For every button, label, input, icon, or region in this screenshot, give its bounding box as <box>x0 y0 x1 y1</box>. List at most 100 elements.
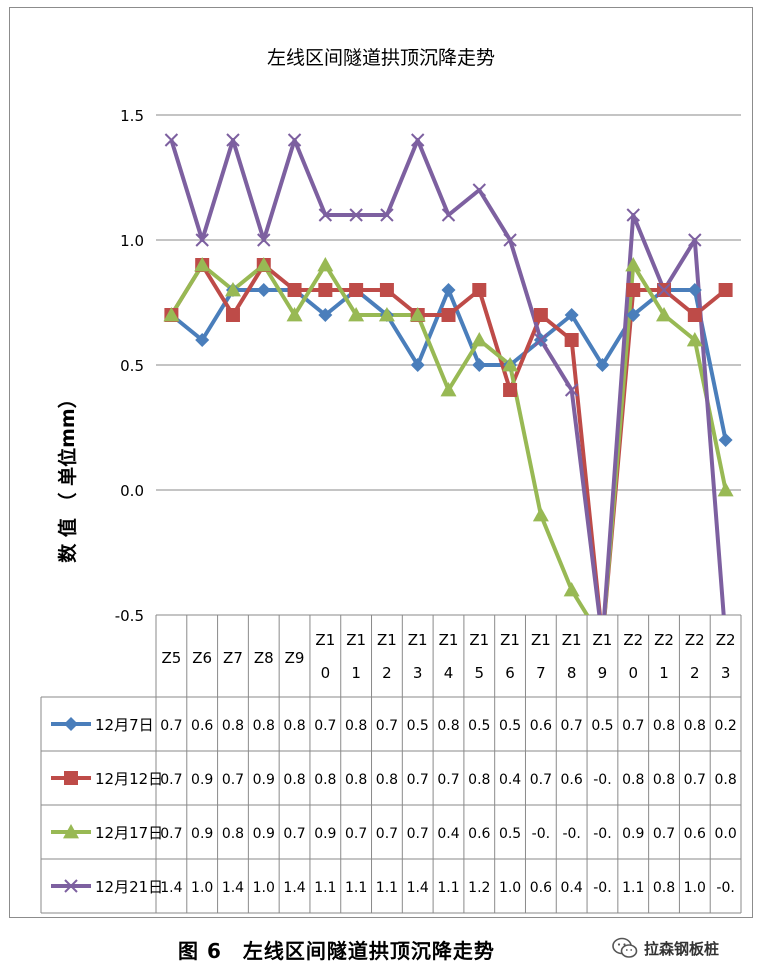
table-cell: 0.4 <box>499 772 521 788</box>
table-cell: 0.7 <box>160 718 182 734</box>
data-point-s0-17 <box>687 283 702 297</box>
watermark: 拉森钢板桩 <box>612 937 719 959</box>
data-point-s3-9 <box>441 208 456 222</box>
x-tick-label: Z9 <box>285 649 305 667</box>
figure-caption: 图 6 左线区间隧道拱顶沉降走势 <box>178 939 495 963</box>
table-cell: 0.5 <box>499 826 521 842</box>
x-tick-label: Z1 <box>346 631 366 649</box>
x-tick-label: Z1 <box>408 631 428 649</box>
data-point-s3-15 <box>626 208 640 222</box>
marker-stroke <box>503 233 517 247</box>
table-cell: 0.8 <box>222 826 244 842</box>
data-point-s2-16 <box>656 307 673 322</box>
x-tick-label: Z2 <box>654 631 674 649</box>
table-cell: 0.7 <box>376 718 398 734</box>
data-point-s3-5 <box>318 208 333 222</box>
data-point-s0-13 <box>564 308 579 322</box>
table-cell: 0.9 <box>314 826 336 842</box>
table-cell: 0.9 <box>253 826 275 842</box>
data-point-s0-14 <box>595 358 610 372</box>
data-point-s2-11 <box>502 357 519 372</box>
table-cell: 0.8 <box>653 880 675 896</box>
table-cell: 1.4 <box>222 880 244 896</box>
x-tick-label: 1 <box>351 664 361 682</box>
x-tick-label: Z8 <box>254 649 274 667</box>
y-tick-label: 0.0 <box>120 482 144 500</box>
table-cell: 0.5 <box>407 718 429 734</box>
chart-svg: 左线区间隧道拱顶沉降走势 数 值 （ 单位mm） 1.5 1.0 0.5 0.0 -0.… <box>40 47 742 914</box>
data-point-s2-12 <box>532 507 549 522</box>
table-cell: 0.7 <box>314 718 336 734</box>
table-cell: 0.9 <box>622 826 644 842</box>
table-cell: 0.7 <box>407 772 429 788</box>
table-cell: 0.9 <box>191 826 213 842</box>
table-cell: 0.5 <box>468 718 490 734</box>
x-tick-label: 3 <box>721 664 731 682</box>
table-cell: 0.5 <box>499 718 521 734</box>
table-cell: 0.7 <box>222 772 244 788</box>
data-point-s2-3 <box>255 257 272 272</box>
table-cell: 0.7 <box>622 718 644 734</box>
table-cell: 0.5 <box>591 718 613 734</box>
x-tick-label: Z1 <box>315 631 335 649</box>
legend-label-1: 12月12日 <box>95 770 163 788</box>
marker-stroke <box>318 208 333 222</box>
wechat-icon <box>612 937 638 958</box>
x-tick-label: 0 <box>321 664 331 682</box>
x-tick-label: Z6 <box>192 649 212 667</box>
x-tick-label: 2 <box>690 664 700 682</box>
y-tick-label: 1.0 <box>120 232 144 250</box>
table-cell: 1.0 <box>684 880 706 896</box>
data-point-s2-15 <box>625 257 642 272</box>
legend-marker-1 <box>64 771 78 785</box>
table-cell: -0. <box>716 880 734 896</box>
marker-stroke <box>349 208 363 222</box>
data-point-s1-18 <box>718 283 733 297</box>
table-cell: 0.8 <box>468 772 490 788</box>
table-cell: 0.0 <box>714 826 736 842</box>
table-cell: 0.8 <box>222 718 244 734</box>
y-axis-label-group: 数 值 （ 单位mm） <box>56 389 79 562</box>
table-cell: 1.1 <box>622 880 644 896</box>
x-tick-label: 7 <box>536 664 546 682</box>
marker-stroke <box>564 383 579 397</box>
marker-stroke <box>657 283 671 297</box>
data-point-s3-11 <box>503 233 517 247</box>
data-point-s1-6 <box>349 283 364 297</box>
data-point-s3-16 <box>657 283 671 297</box>
table-cell: 1.0 <box>499 880 521 896</box>
marker-stroke <box>380 208 394 222</box>
data-point-s3-8 <box>411 133 425 147</box>
x-tick-label: 1 <box>659 664 669 682</box>
data-point-s0-15 <box>626 308 641 322</box>
x-tick-label: Z1 <box>593 631 613 649</box>
table-cell: 1.0 <box>253 880 275 896</box>
x-tick-label: Z2 <box>685 631 705 649</box>
table-cell: -0. <box>593 772 611 788</box>
legend-marker-3 <box>64 879 78 893</box>
marker-stroke <box>164 133 179 147</box>
x-tick-label: Z2 <box>623 631 643 649</box>
data-point-s2-10 <box>471 332 488 347</box>
marker-stroke <box>226 133 240 147</box>
marker-stroke <box>64 879 78 893</box>
data-point-s3-7 <box>380 208 394 222</box>
marker-stroke <box>534 333 548 347</box>
data-point-s3-12 <box>534 333 548 347</box>
data-point-s1-15 <box>626 283 641 297</box>
x-tick-label: Z1 <box>531 631 551 649</box>
table-cell: 0.8 <box>684 718 706 734</box>
data-point-s0-9 <box>441 283 456 297</box>
marker-stroke <box>688 233 702 247</box>
data-point-s3-0 <box>164 133 179 147</box>
table-cell: 0.7 <box>160 826 182 842</box>
chart-frame: 左线区间隧道拱顶沉降走势 数 值 （ 单位mm） 1.5 1.0 0.5 0.0 -0.… <box>9 7 753 918</box>
data-point-s1-13 <box>564 333 579 347</box>
data-point-s2-8 <box>409 307 426 322</box>
data-point-s2-2 <box>224 282 241 297</box>
data-point-s3-13 <box>564 383 579 397</box>
data-point-s2-9 <box>440 382 457 397</box>
x-tick-label: 6 <box>505 664 515 682</box>
data-point-s2-18 <box>717 482 734 497</box>
x-tick-label: Z1 <box>377 631 397 649</box>
